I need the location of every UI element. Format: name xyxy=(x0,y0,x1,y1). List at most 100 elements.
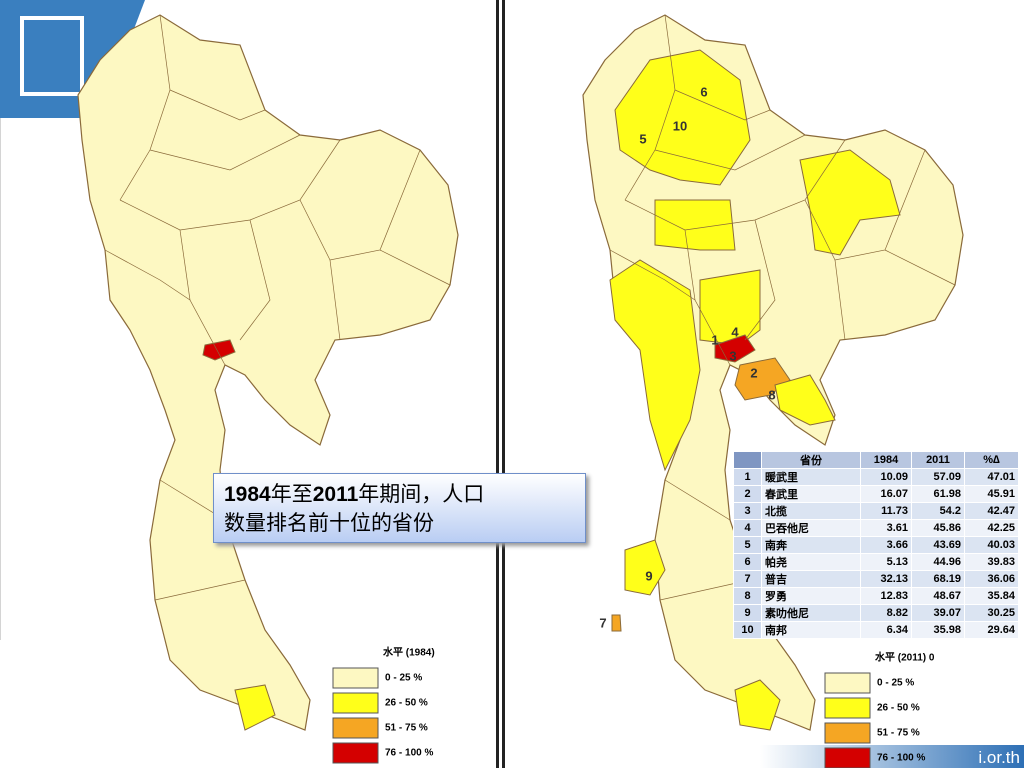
callout-text: 1984 xyxy=(224,483,271,506)
map-1984 xyxy=(77,14,459,731)
legend-swatch xyxy=(824,697,871,719)
province-border xyxy=(154,579,246,601)
table-cell: 45.91 xyxy=(964,485,1019,503)
province xyxy=(774,374,836,426)
callout-text: 2011 xyxy=(312,483,359,506)
province xyxy=(609,259,701,472)
table-cell: 3.61 xyxy=(860,519,912,537)
province xyxy=(202,339,236,361)
table-cell: 春武里 xyxy=(761,485,861,503)
table-cell: 40.03 xyxy=(964,536,1019,554)
table-row: 8 罗勇 12.83 48.67 35.84 xyxy=(733,587,1019,605)
callout: 1984年至2011年期间，人口 数量排名前十位的省份 xyxy=(213,473,586,543)
province-border xyxy=(624,14,676,201)
table-cell: 30.25 xyxy=(964,604,1019,622)
table-cell: 29.64 xyxy=(964,621,1019,639)
table-cell: 48.67 xyxy=(911,587,965,605)
table-cell: 帕尧 xyxy=(761,553,861,571)
table-cell: 1 xyxy=(733,468,762,486)
table-cell: 35.84 xyxy=(964,587,1019,605)
table-row: 6 帕尧 5.13 44.96 39.83 xyxy=(733,553,1019,571)
table-cell: 6.34 xyxy=(860,621,912,639)
legend-label: 76 - 100 % xyxy=(385,748,433,759)
table-cell: 16.07 xyxy=(860,485,912,503)
table-cell: 9 xyxy=(733,604,762,622)
table-cell: 南邦 xyxy=(761,621,861,639)
legend-swatch xyxy=(824,722,871,744)
table-cell: 6 xyxy=(733,553,762,571)
table-cell: 57.09 xyxy=(911,468,965,486)
map-label: 4 xyxy=(731,324,739,339)
header-cell: 1984 xyxy=(860,451,912,469)
legend-label: 51 - 75 % xyxy=(385,723,428,734)
province-border xyxy=(149,134,301,171)
divider xyxy=(502,0,505,768)
table-row: 1 暖武里 10.09 57.09 47.01 xyxy=(733,468,1019,486)
legend-label: 26 - 50 % xyxy=(877,703,920,714)
map-label: 3 xyxy=(729,348,736,363)
logo xyxy=(20,16,84,96)
legend-title: 水平 (1984) xyxy=(382,646,435,659)
table-cell: 暖武里 xyxy=(761,468,861,486)
legend-swatch xyxy=(824,672,871,694)
map-label: 10 xyxy=(673,118,687,133)
legend-swatch xyxy=(824,747,871,768)
table-cell: 罗勇 xyxy=(761,587,861,605)
province-border xyxy=(834,259,846,341)
table-cell: 3.66 xyxy=(860,536,912,554)
table-cell: 普吉 xyxy=(761,570,861,588)
legend-swatch xyxy=(332,717,379,739)
province-border xyxy=(744,219,776,341)
table-row: 5 南奔 3.66 43.69 40.03 xyxy=(733,536,1019,554)
legend-swatch xyxy=(332,742,379,764)
province xyxy=(734,679,781,731)
legend-label: 76 - 100 % xyxy=(877,753,925,764)
table-cell: 61.98 xyxy=(911,485,965,503)
table-row: 4 巴吞他尼 3.61 45.86 42.25 xyxy=(733,519,1019,537)
province xyxy=(624,539,666,596)
table-cell: 54.2 xyxy=(911,502,965,520)
map-label: 5 xyxy=(639,131,646,146)
map-2011 xyxy=(582,14,964,731)
province-border xyxy=(654,134,806,171)
header-cell: 2011 xyxy=(911,451,965,469)
legend-swatch xyxy=(332,667,379,689)
table-cell: 3 xyxy=(733,502,762,520)
table-cell: 44.96 xyxy=(911,553,965,571)
table-cell: 12.83 xyxy=(860,587,912,605)
province xyxy=(654,199,736,251)
corner-cell xyxy=(733,451,762,469)
footer-text: i.or.th xyxy=(978,748,1020,767)
table-cell: 7 xyxy=(733,570,762,588)
table-cell: 北揽 xyxy=(761,502,861,520)
table-cell: 45.86 xyxy=(911,519,965,537)
table-cell: 素叻他尼 xyxy=(761,604,861,622)
table-row: 10 南邦 6.34 35.98 29.64 xyxy=(733,621,1019,639)
table-cell: 5.13 xyxy=(860,553,912,571)
table-cell: 68.19 xyxy=(911,570,965,588)
ranking-table: 省份 1984 2011 %∆ 1 暖武里 10.09 57.09 47.01 2 春武里 16.07… xyxy=(733,451,1019,639)
legend-label: 51 - 75 % xyxy=(877,728,920,739)
country xyxy=(77,14,459,731)
province-border xyxy=(169,89,266,121)
table-cell: 10.09 xyxy=(860,468,912,486)
header-cell: %∆ xyxy=(964,451,1019,469)
table-cell: 2 xyxy=(733,485,762,503)
province xyxy=(234,684,276,731)
province-border xyxy=(664,479,731,521)
table-cell: 36.06 xyxy=(964,570,1019,588)
header-row: 省份 1984 2011 %∆ xyxy=(733,451,1019,469)
province xyxy=(614,49,751,186)
table-cell: 43.69 xyxy=(911,536,965,554)
table-cell: 5 xyxy=(733,536,762,554)
table-cell: 11.73 xyxy=(860,502,912,520)
table-cell: 39.83 xyxy=(964,553,1019,571)
province-border xyxy=(609,249,696,301)
province-border xyxy=(239,219,271,341)
table-cell: 8 xyxy=(733,587,762,605)
table-cell: 8.82 xyxy=(860,604,912,622)
callout-text: 数量排名前十位的省份 xyxy=(224,512,434,535)
divider xyxy=(496,0,499,768)
